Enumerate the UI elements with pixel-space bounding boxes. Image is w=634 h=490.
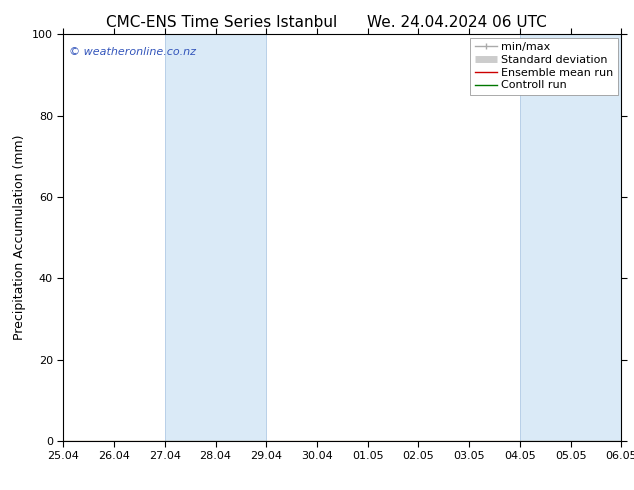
- Text: We. 24.04.2024 06 UTC: We. 24.04.2024 06 UTC: [366, 15, 547, 30]
- Text: © weatheronline.co.nz: © weatheronline.co.nz: [69, 47, 196, 56]
- Legend: min/max, Standard deviation, Ensemble mean run, Controll run: min/max, Standard deviation, Ensemble me…: [470, 38, 618, 95]
- Bar: [165, 34, 266, 441]
- Text: CMC-ENS Time Series Istanbul: CMC-ENS Time Series Istanbul: [107, 15, 337, 30]
- Bar: [520, 34, 621, 441]
- Y-axis label: Precipitation Accumulation (mm): Precipitation Accumulation (mm): [13, 135, 27, 341]
